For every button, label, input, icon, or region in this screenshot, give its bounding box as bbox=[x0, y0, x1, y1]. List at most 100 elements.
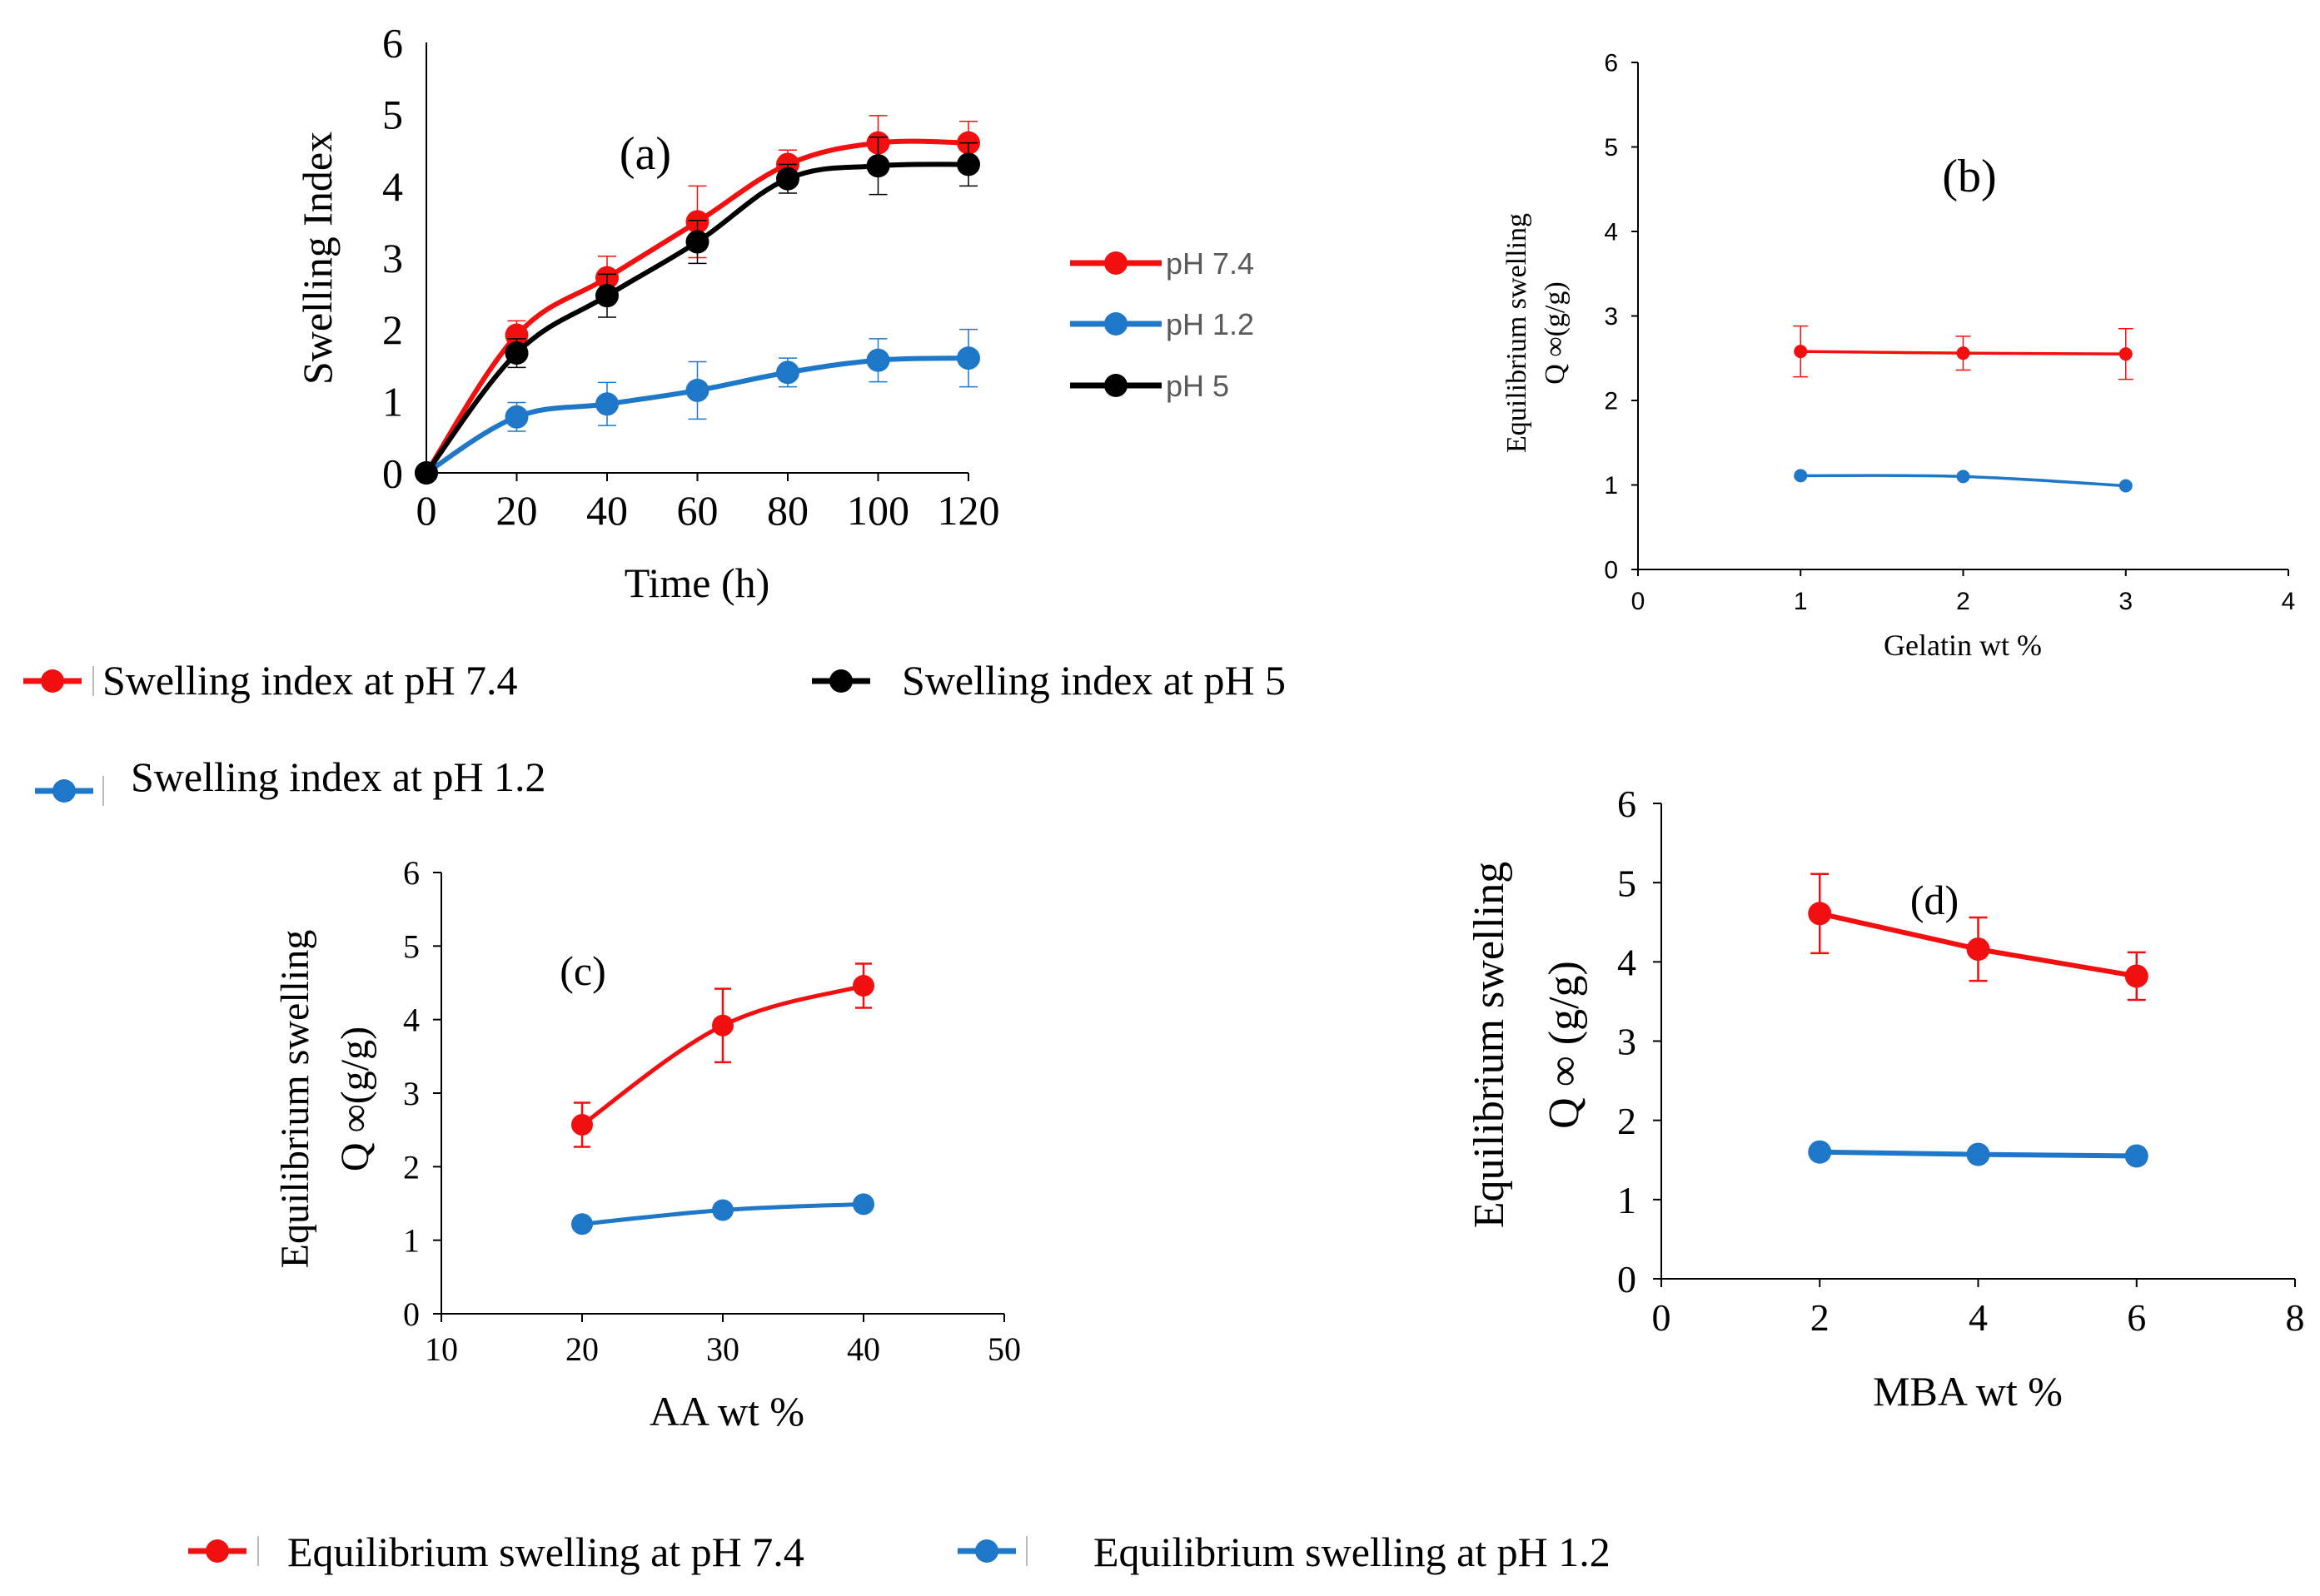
chart-panel-a: (a) Time (h) Swelling Index pH 7.4 pH 1.… bbox=[294, 20, 1254, 607]
panel-d-xtick-label: 4 bbox=[1969, 1296, 1988, 1339]
panel-a-xtick-label: 40 bbox=[586, 487, 628, 534]
panel-d-point-ph74 bbox=[1808, 902, 1832, 926]
panel-c-ytick-label: 4 bbox=[403, 1002, 420, 1039]
panel-c-xtick-label: 50 bbox=[988, 1330, 1021, 1368]
panel-a-point-ph74 bbox=[505, 323, 529, 347]
legend-bottom-item-ph12: Equilibrium swelling at pH 1.2 bbox=[958, 1529, 1611, 1575]
legend-top-marker-ph74 bbox=[41, 669, 64, 693]
panel-b-point-ph74 bbox=[2118, 347, 2133, 361]
panel-b-xtick-label: 0 bbox=[1631, 588, 1645, 615]
panel-b-xtick-label: 3 bbox=[2118, 588, 2133, 615]
chart-panel-c: (c) AA wt % Equilibrium swelling Q ∞(g/g… bbox=[273, 854, 1021, 1434]
legend-a-marker-ph5 bbox=[1104, 374, 1128, 397]
panel-a-ytick-label: 4 bbox=[382, 163, 403, 210]
panel-a-legend: pH 7.4 pH 1.2 pH 5 bbox=[1070, 246, 1254, 403]
legend-top-label-ph74: Swelling index at pH 7.4 bbox=[102, 657, 518, 704]
panel-a-ylabel: Swelling Index bbox=[294, 132, 341, 385]
panel-d-point-ph12 bbox=[1808, 1140, 1832, 1164]
panel-a-point-ph12 bbox=[595, 392, 619, 416]
panel-c-point-ph12 bbox=[712, 1199, 734, 1221]
panel-b-ylabel-line2: Q ∞(g/g) bbox=[1540, 281, 1571, 384]
panel-a-ytick-label: 5 bbox=[382, 92, 403, 138]
legend-top-item-ph5: Swelling index at pH 5 bbox=[812, 657, 1286, 704]
panel-a-point-ph5 bbox=[415, 461, 438, 485]
panel-b-point-ph12 bbox=[1956, 470, 1970, 484]
panel-c-ytick-label: 1 bbox=[403, 1222, 420, 1260]
panel-b-ytick-label: 5 bbox=[1604, 134, 1618, 162]
legend-bottom-item-ph74: Equilibrium swelling at pH 7.4 bbox=[188, 1529, 804, 1575]
panel-b-ytick-label: 4 bbox=[1604, 219, 1618, 246]
panel-b-ytick-label: 2 bbox=[1604, 388, 1618, 415]
panel-a-ytick-label: 0 bbox=[382, 450, 403, 497]
panel-d-ytick-label: 3 bbox=[1617, 1021, 1636, 1063]
panel-c-ylabel-line1: Equilibrium swelling bbox=[273, 930, 317, 1269]
panel-a-point-ph5 bbox=[866, 154, 890, 178]
panel-b-point-ph74 bbox=[1956, 346, 1970, 360]
panel-d-ytick-label: 5 bbox=[1617, 862, 1636, 904]
panel-d-ytick-label: 1 bbox=[1617, 1179, 1636, 1221]
legend-a-label-ph12: pH 1.2 bbox=[1166, 307, 1254, 341]
panel-b-point-ph12 bbox=[1794, 469, 1808, 483]
panel-c-point-ph12 bbox=[853, 1193, 874, 1216]
panel-d-ylabel-line2: Q ∞ (g/g) bbox=[1541, 961, 1588, 1129]
legend-a-item-ph5: pH 5 bbox=[1070, 369, 1229, 403]
legend-bottom-label-ph12: Equilibrium swelling at pH 1.2 bbox=[1093, 1529, 1611, 1575]
panel-b-point-ph12 bbox=[2118, 479, 2133, 493]
panel-b-ytick-label: 1 bbox=[1604, 472, 1618, 500]
panel-a-point-ph5 bbox=[957, 152, 980, 177]
panel-d-ytick-label: 0 bbox=[1617, 1258, 1636, 1300]
panel-d-xtick-label: 6 bbox=[2127, 1296, 2146, 1339]
panel-b-xtick-label: 2 bbox=[1956, 588, 1970, 615]
panel-c-xtick-label: 10 bbox=[425, 1330, 458, 1368]
panel-d-xlabel: MBA wt % bbox=[1873, 1368, 2063, 1415]
panel-c-ytick-label: 5 bbox=[403, 927, 420, 965]
panel-a-label: (a) bbox=[620, 128, 671, 180]
panel-a-point-ph12 bbox=[957, 346, 980, 370]
panel-a-ytick-label: 2 bbox=[382, 306, 403, 353]
panel-b-ytick-label: 0 bbox=[1604, 557, 1618, 584]
panel-c-xlabel: AA wt % bbox=[650, 1388, 804, 1434]
panel-c-point-ph74 bbox=[853, 975, 874, 997]
panel-b-ytick-label: 6 bbox=[1604, 50, 1618, 77]
panel-d-ytick-label: 2 bbox=[1617, 1100, 1636, 1142]
swelling-index-legend: Swelling index at pH 7.4 Swelling index … bbox=[23, 657, 1286, 806]
panel-a-xtick-label: 0 bbox=[416, 487, 437, 534]
legend-top-item-ph74: Swelling index at pH 7.4 bbox=[23, 657, 518, 704]
panel-c-xtick-label: 40 bbox=[847, 1330, 880, 1368]
panel-a-xtick-label: 60 bbox=[677, 487, 719, 534]
legend-bottom-marker-ph74 bbox=[206, 1539, 229, 1563]
legend-top-item-ph12: Swelling index at pH 1.2 bbox=[35, 753, 546, 806]
panel-c-ytick-label: 2 bbox=[403, 1148, 420, 1186]
panel-d-label: (d) bbox=[1910, 877, 1959, 923]
panel-a-ytick-label: 1 bbox=[382, 378, 403, 425]
panel-c-ytick-label: 0 bbox=[403, 1295, 420, 1333]
panel-a-ytick-label: 6 bbox=[382, 20, 403, 67]
panel-a-point-ph5 bbox=[776, 167, 799, 191]
panel-a-xtick-label: 100 bbox=[847, 487, 909, 534]
panel-d-xtick-label: 2 bbox=[1810, 1296, 1830, 1339]
legend-a-label-ph5: pH 5 bbox=[1166, 369, 1229, 403]
panel-a-xtick-label: 20 bbox=[496, 487, 538, 534]
panel-a-point-ph5 bbox=[505, 341, 529, 365]
panel-b-ylabel-line1: Equilibrium swelling bbox=[1501, 213, 1532, 453]
legend-top-label-ph12: Swelling index at pH 1.2 bbox=[131, 753, 546, 800]
panel-c-ytick-label: 3 bbox=[403, 1075, 420, 1112]
panel-b-ytick-label: 3 bbox=[1604, 303, 1618, 331]
panel-d-xtick-label: 0 bbox=[1652, 1296, 1671, 1339]
panel-a-point-ph12 bbox=[866, 348, 890, 372]
panel-b-xlabel: Gelatin wt % bbox=[1884, 629, 2042, 662]
panel-a-point-ph5 bbox=[685, 230, 709, 254]
legend-bottom-marker-ph12 bbox=[975, 1539, 998, 1563]
panel-d-xtick-label: 8 bbox=[2286, 1296, 2305, 1339]
legend-a-marker-ph74 bbox=[1104, 251, 1128, 275]
chart-panel-b: (b) Gelatin wt % Equilibrium swelling Q … bbox=[1501, 50, 2295, 663]
legend-a-item-ph12: pH 1.2 bbox=[1070, 307, 1254, 341]
panel-a-point-ph12 bbox=[505, 405, 529, 429]
panel-a-ytick-label: 3 bbox=[382, 235, 403, 281]
panel-c-xtick-label: 30 bbox=[706, 1330, 739, 1368]
legend-top-label-ph5: Swelling index at pH 5 bbox=[902, 657, 1286, 704]
panel-c-point-ph74 bbox=[712, 1014, 734, 1037]
legend-bottom-label-ph74: Equilibrium swelling at pH 7.4 bbox=[287, 1529, 804, 1575]
panel-c-point-ph12 bbox=[571, 1213, 593, 1236]
